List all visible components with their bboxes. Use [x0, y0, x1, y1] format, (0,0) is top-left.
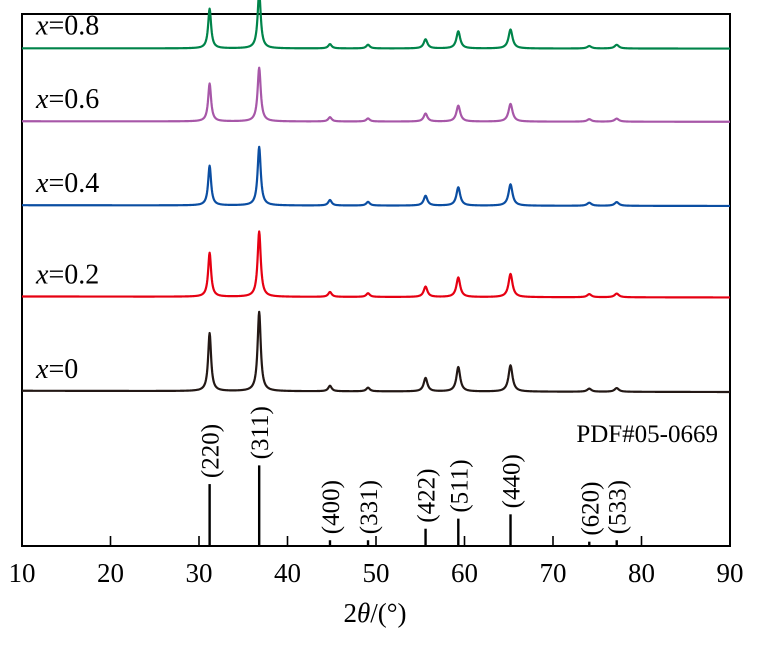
series-line	[21, 0, 731, 50]
miller-index-label: (533)	[605, 480, 632, 534]
x-axis-title: 2θ/(°)	[343, 598, 406, 628]
series-label: x=0.2	[35, 259, 99, 290]
miller-index-labels: (220) (311) (400) (331) (422) (511) (440) (620)…	[198, 406, 632, 536]
reference-sticks	[208, 465, 618, 546]
miller-index-label: (311)	[247, 406, 274, 459]
series-label: x=0.4	[35, 168, 99, 199]
series-traces	[21, 0, 731, 394]
miller-index-label: (331)	[356, 480, 383, 534]
reference-pattern: PDF#05-0669 (220) (311) (400) (331) (422) (51…	[198, 406, 718, 546]
series-label: x=0.8	[35, 11, 99, 42]
miller-index-label: (422)	[414, 469, 441, 523]
x-tick-label: 50	[363, 558, 390, 588]
miller-index-label: (440)	[499, 454, 526, 508]
miller-index-label: (220)	[198, 424, 225, 478]
miller-index-label: (511)	[446, 459, 473, 512]
x-axis-tick-labels: 10 20 30 40 50 60 70 80 90	[9, 558, 744, 588]
x-tick-label: 60	[451, 558, 478, 588]
plot-frame	[21, 13, 731, 547]
x-tick-label: 30	[186, 558, 213, 588]
series-line	[21, 230, 731, 299]
x-tick-label: 90	[717, 558, 744, 588]
x-tick-label: 70	[540, 558, 567, 588]
series-line	[21, 310, 731, 394]
x-tick-label: 40	[274, 558, 301, 588]
miller-index-label: (400)	[318, 480, 345, 534]
miller-index-label: (620)	[577, 482, 604, 536]
series-line	[21, 145, 731, 208]
series-label: x=0.6	[35, 84, 99, 115]
reference-title: PDF#05-0669	[576, 421, 718, 448]
x-axis-ticks	[21, 536, 731, 546]
series-labels: x=0 x=0.2 x=0.4 x=0.6 x=0.8	[35, 11, 99, 385]
x-tick-label: 20	[97, 558, 124, 588]
x-tick-label: 10	[9, 558, 36, 588]
series-line	[21, 66, 731, 123]
series-label: x=0	[35, 354, 78, 385]
x-tick-label: 80	[628, 558, 655, 588]
